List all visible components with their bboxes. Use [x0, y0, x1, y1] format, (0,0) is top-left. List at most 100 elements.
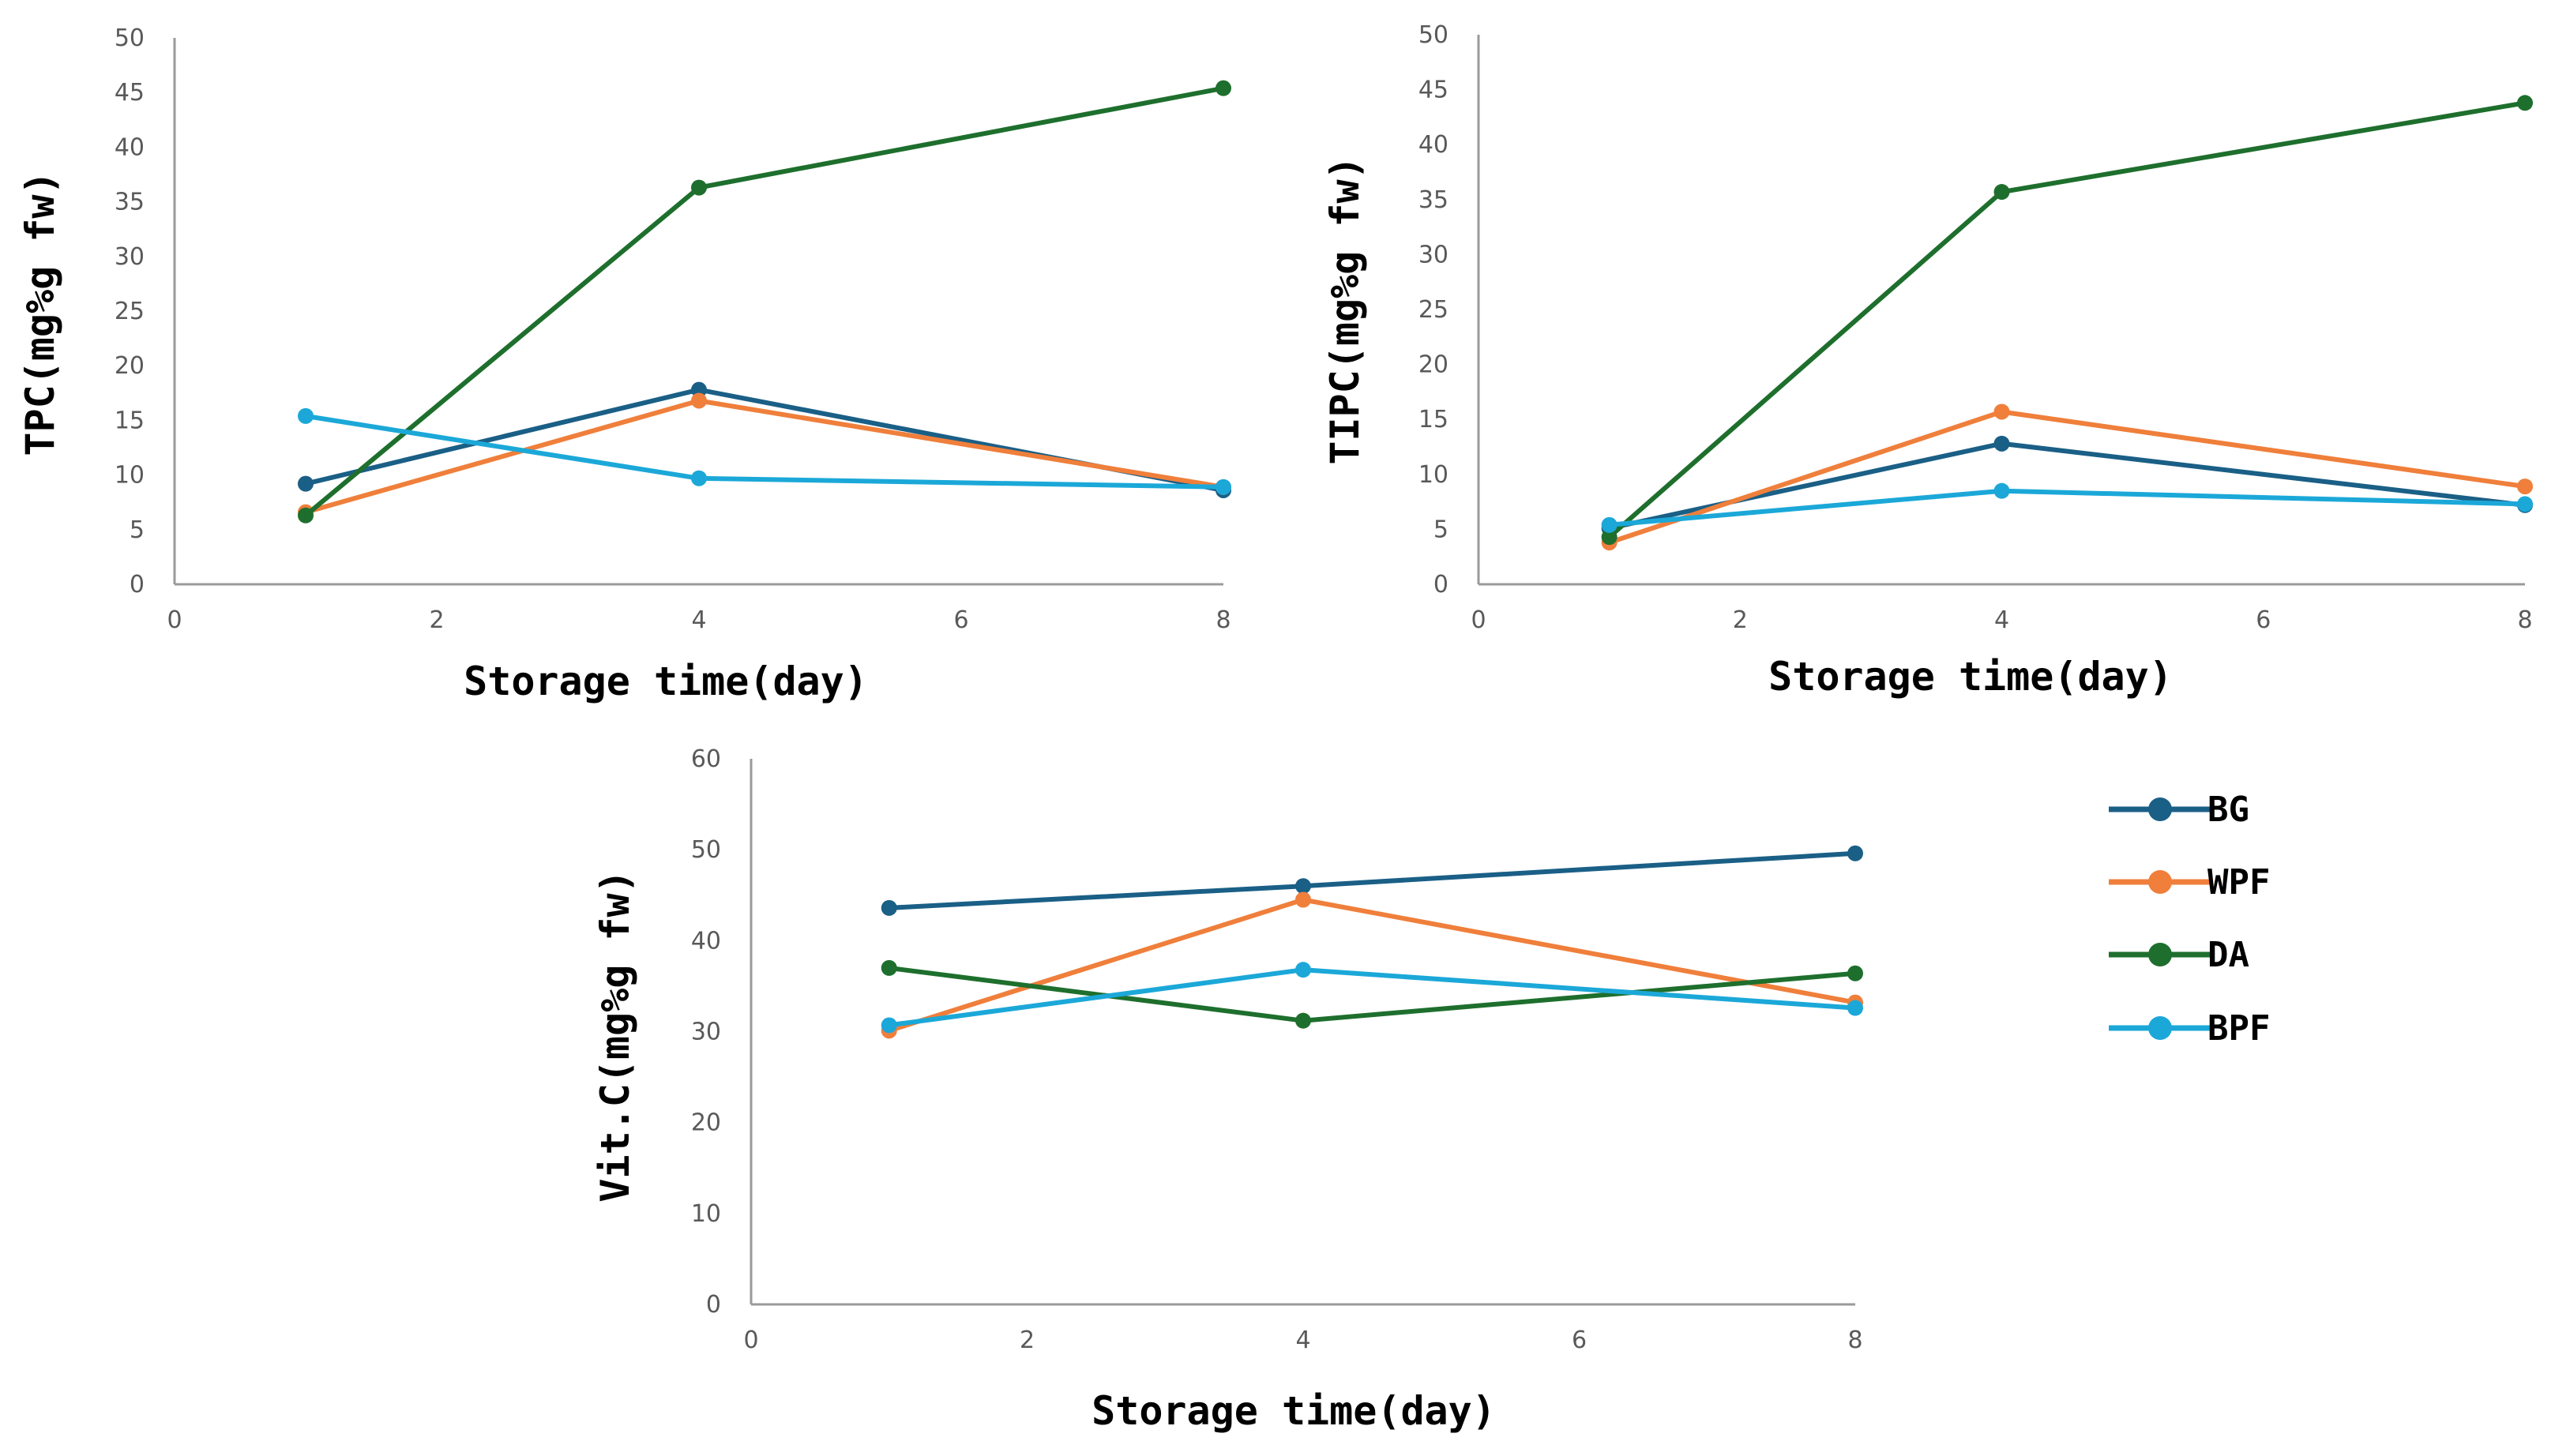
vitc-point-da	[1295, 1012, 1311, 1029]
tpc-x-axis-title: Storage time(day)	[464, 659, 868, 704]
tipc-y-axis-title: TIPC(mg%g fw)	[1322, 156, 1368, 464]
tpc-y-tick-label: 20	[115, 352, 145, 380]
tpc-x-tick-label: 6	[953, 606, 968, 634]
tipc-point-da	[2517, 95, 2533, 111]
tpc-y-tick-label: 45	[115, 79, 145, 107]
vitc-x-tick-label: 2	[1020, 1327, 1035, 1354]
vitc-line-wpf	[888, 897, 1856, 1034]
vitc-series-bpf	[881, 962, 1863, 1034]
tpc-y-tick-label: 5	[130, 516, 145, 544]
tipc-point-da	[1993, 184, 2010, 201]
tipc-point-bpf	[1601, 516, 1618, 533]
vitc-x-axis-title: Storage time(day)	[1092, 1388, 1496, 1434]
tipc-series-bg	[1601, 435, 2533, 537]
tpc-x-tick-label: 8	[1216, 606, 1231, 634]
legend-marker-wpf	[2148, 870, 2172, 894]
vitc-y-tick-label: 30	[691, 1019, 721, 1046]
legend: BG WPF DA BPF	[2109, 790, 2270, 1049]
vitc-point-wpf	[1295, 891, 1311, 908]
tipc-y-tick-label: 30	[1418, 241, 1448, 268]
vitc-x-tick-label: 6	[1572, 1327, 1587, 1354]
legend-label-bpf: BPF	[2207, 1008, 2270, 1049]
vitc-point-da	[1847, 965, 1863, 981]
legend-label-bg: BG	[2207, 790, 2249, 830]
legend-item-bg: BG	[2109, 790, 2249, 830]
vitc-x-tick-label: 8	[1847, 1327, 1862, 1354]
tipc-y-tick-label: 50	[1418, 21, 1448, 49]
tpc-series-da	[298, 80, 1231, 523]
tipc-point-wpf	[2517, 478, 2533, 495]
tipc-line-da	[1607, 100, 2526, 539]
vitc-series	[881, 845, 1863, 1039]
tipc-y-tick-label: 20	[1418, 351, 1448, 379]
tpc-line-wpf	[305, 398, 1224, 515]
tipc-y-tick-label: 45	[1418, 77, 1448, 104]
tpc-y-tick-label: 50	[115, 24, 145, 52]
tipc-series	[1601, 95, 2533, 551]
vitc-y-axis-title: Vit.C(mg%g fw)	[592, 869, 638, 1202]
tpc-point-bg	[691, 381, 707, 398]
tpc-point-da	[298, 507, 314, 523]
legend-item-bpf: BPF	[2109, 1008, 2270, 1049]
tpc-x-tick-label: 4	[691, 606, 706, 634]
tpc-axes: 0 5 10 15 20 25 30 35 40 45 50 0 2 4 6 8	[115, 24, 1231, 634]
tipc-series-bpf	[1601, 482, 2533, 533]
tpc-y-tick-label: 30	[115, 243, 145, 271]
tipc-axes: 0 5 10 15 20 25 30 35 40 45 50 0 2 4 6 8	[1418, 21, 2533, 634]
vitc-point-bg	[881, 899, 897, 916]
tipc-y-tick-label: 0	[1433, 571, 1448, 599]
vitc-series-bg	[881, 845, 1863, 916]
legend-label-wpf: WPF	[2207, 862, 2270, 902]
tipc-y-tick-label: 40	[1418, 131, 1448, 159]
tipc-x-axis-title: Storage time(day)	[1768, 654, 2173, 700]
tpc-y-tick-label: 35	[115, 189, 145, 216]
tpc-chart: 0 5 10 15 20 25 30 35 40 45 50 0 2 4 6 8 TPC(mg%g fw) S…	[17, 24, 1231, 704]
vitc-y-tick-label: 50	[691, 836, 721, 864]
tipc-x-tick-label: 2	[1733, 606, 1748, 634]
vitc-x-tick-label: 4	[1295, 1327, 1310, 1354]
tpc-series	[298, 80, 1231, 523]
vitc-x-tick-label: 0	[743, 1327, 758, 1354]
legend-item-wpf: WPF	[2109, 862, 2270, 902]
tipc-line-wpf	[1608, 409, 2526, 545]
tpc-series-wpf	[298, 392, 1231, 520]
vitc-point-bg	[1847, 845, 1863, 861]
tipc-series-da	[1601, 95, 2533, 546]
tipc-line-bg	[1608, 441, 2526, 531]
tpc-y-tick-label: 10	[115, 462, 145, 490]
tpc-point-bpf	[691, 470, 707, 486]
tpc-y-tick-label: 25	[115, 298, 145, 325]
tipc-y-tick-label: 35	[1418, 186, 1448, 214]
vitc-y-tick-label: 10	[691, 1200, 721, 1228]
tpc-y-tick-label: 40	[115, 133, 145, 161]
vitc-y-tick-label: 0	[706, 1291, 721, 1319]
tpc-y-tick-label: 0	[130, 571, 145, 599]
tpc-x-tick-label: 2	[429, 606, 444, 634]
tipc-point-bg	[1993, 435, 2010, 452]
tipc-x-tick-label: 0	[1471, 606, 1486, 634]
tipc-x-tick-label: 6	[2256, 606, 2271, 634]
tpc-y-tick-label: 15	[115, 407, 145, 434]
vitc-chart: 0 10 20 30 40 50 60 0 2 4 6 8 Vit.C(mg%g fw) Storag…	[592, 745, 1863, 1434]
tipc-y-tick-label: 5	[1433, 516, 1448, 543]
vitc-point-bpf	[881, 1017, 897, 1034]
tpc-series-bpf	[298, 407, 1231, 495]
tipc-x-tick-label: 4	[1994, 606, 2009, 634]
tpc-point-da	[691, 179, 707, 196]
legend-item-da: DA	[2109, 935, 2249, 975]
tipc-series-wpf	[1601, 403, 2533, 551]
legend-label-da: DA	[2207, 935, 2249, 975]
vitc-line-bg	[889, 850, 1856, 910]
tipc-y-tick-label: 10	[1418, 461, 1448, 489]
tipc-point-bpf	[1993, 482, 2010, 499]
vitc-y-tick-label: 40	[691, 927, 721, 955]
tpc-point-wpf	[691, 392, 707, 409]
legend-marker-bg	[2148, 797, 2172, 821]
vitc-point-bpf	[1295, 962, 1311, 978]
tpc-x-tick-label: 0	[167, 606, 182, 634]
tpc-y-axis-title: TPC(mg%g fw)	[17, 171, 63, 456]
vitc-y-tick-label: 60	[691, 745, 721, 773]
legend-marker-da	[2148, 943, 2172, 966]
